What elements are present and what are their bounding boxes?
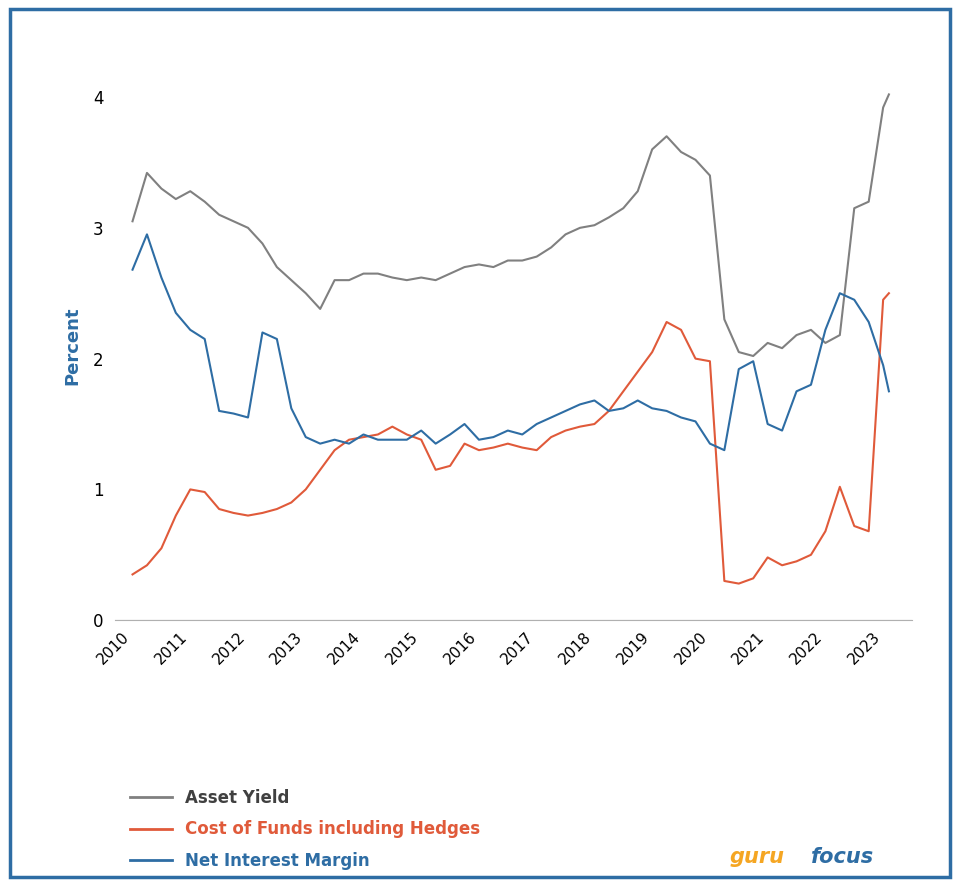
Text: focus: focus: [811, 846, 875, 867]
Y-axis label: Percent: Percent: [63, 307, 82, 385]
Text: guru: guru: [730, 846, 784, 867]
Legend: Asset Yield, Cost of Funds including Hedges, Net Interest Margin: Asset Yield, Cost of Funds including Hed…: [124, 782, 487, 876]
